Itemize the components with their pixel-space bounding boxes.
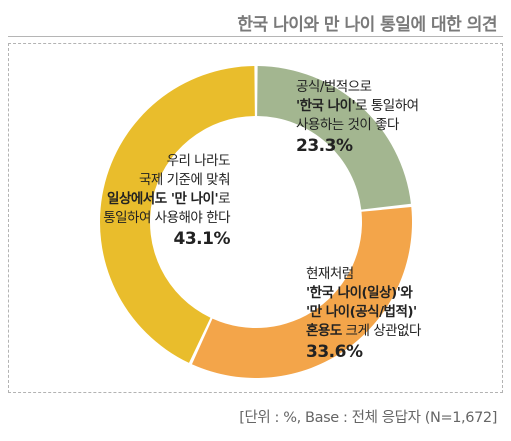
slice-value-korean-age: 23.3% (296, 136, 353, 156)
slice-label-korean-age: 공식/법적으로 '한국 나이'로 통일하여 사용하는 것이 좋다 23.3% (296, 79, 419, 156)
slice-mixed-use (191, 206, 412, 378)
slice-label-mixed-use: 현재처럼 '한국 나이(일상)'와 '만 나이(공식/법적)' 혼용도 크게 상… (306, 266, 421, 362)
slice-label-international-age: 우리 나라도 국제 기준에 맞춰 일상에서도 '만 나이'로 통일하여 사용해야… (0, 152, 230, 251)
chart-frame (8, 43, 503, 393)
slice-international-age (99, 66, 255, 363)
slice-korean-age (257, 66, 411, 210)
chart-title: 한국 나이와 만 나이 통일에 대한 의견 (237, 15, 497, 35)
slice-value-mixed-use: 33.6% (306, 342, 363, 362)
slice-value-international-age: 43.1% (173, 229, 231, 249)
footnote: [단위 : %, Base : 전체 응답자 (N=1,672] (239, 410, 497, 426)
title-divider (8, 36, 503, 37)
